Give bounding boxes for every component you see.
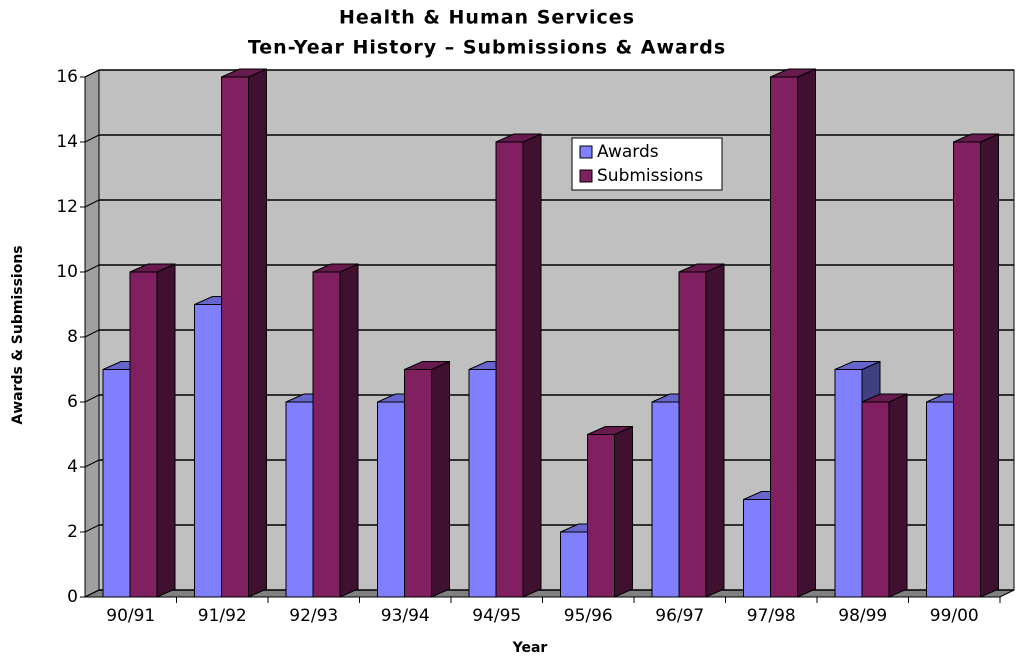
y-tick-label: 0 — [67, 587, 78, 607]
bar-front — [377, 401, 405, 598]
grid-line — [84, 524, 100, 533]
bar-front — [834, 369, 863, 598]
bar-side — [339, 263, 359, 598]
bar — [770, 68, 816, 598]
x-tick-label: 93/94 — [381, 606, 430, 626]
bar-side — [980, 133, 999, 598]
x-tick-label: 99/00 — [930, 606, 979, 626]
legend-box — [571, 137, 723, 191]
y-tick-label: 4 — [67, 457, 78, 477]
grid-line — [84, 264, 100, 273]
grid-line — [84, 589, 100, 598]
bar-front — [926, 401, 954, 598]
x-tick-label: 91/92 — [198, 606, 247, 626]
y-tick-label: 10 — [56, 262, 78, 282]
y-axis-title: Awards & Submissions — [10, 245, 26, 424]
bar-front — [102, 369, 131, 598]
bar-front — [495, 141, 524, 598]
bar-front — [953, 141, 981, 598]
legend: Awards Submissions — [571, 137, 723, 191]
bar-front — [861, 401, 890, 598]
grid-line — [84, 134, 100, 143]
y-tick-label: 16 — [56, 67, 78, 87]
bar-front — [743, 499, 771, 598]
bar — [312, 263, 359, 598]
grid-line — [84, 459, 100, 468]
y-tick-label: 12 — [56, 197, 78, 217]
x-tick-label: 98/99 — [838, 606, 887, 626]
bar-side — [431, 360, 450, 598]
grid-line — [84, 329, 100, 338]
chart-title: Health & Human Services — [339, 7, 635, 29]
bar-side — [248, 68, 267, 598]
bar-side — [614, 425, 633, 598]
bar-front — [312, 271, 341, 598]
y-tick-label: 2 — [67, 522, 78, 542]
bar — [587, 425, 633, 598]
y-tick-label: 8 — [67, 327, 78, 347]
bar — [953, 133, 999, 598]
bar-front — [404, 369, 432, 598]
y-tick-label: 14 — [56, 132, 78, 152]
legend-label: Awards — [597, 142, 659, 162]
bar — [221, 68, 267, 598]
bar-side — [797, 68, 816, 598]
bar-front — [560, 531, 588, 598]
bar-front — [770, 76, 798, 598]
bar-front — [221, 76, 249, 598]
bar-side — [888, 393, 908, 598]
x-tick-label: 92/93 — [289, 606, 338, 626]
bar — [495, 133, 542, 598]
grid-line — [84, 69, 100, 78]
x-tick-label: 96/97 — [655, 606, 704, 626]
chart-subtitle: Ten-Year History – Submissions & Awards — [248, 37, 726, 59]
x-tick-label: 90/91 — [106, 606, 155, 626]
grid-line — [84, 394, 100, 403]
bar-front — [129, 271, 158, 598]
bar-side — [522, 133, 542, 598]
bar-front — [285, 401, 314, 598]
y-tick-label: 6 — [67, 392, 78, 412]
bar — [404, 360, 450, 598]
bar — [129, 263, 176, 598]
bar — [861, 393, 908, 598]
legend-label: Submissions — [597, 166, 703, 186]
legend-swatch — [579, 169, 593, 183]
bar-front — [468, 369, 497, 598]
bar-side — [156, 263, 176, 598]
bar-front — [194, 304, 222, 598]
legend-swatch — [579, 145, 593, 159]
bar-side — [705, 263, 725, 598]
x-axis-title: Year — [512, 640, 548, 656]
bar-front — [587, 434, 615, 598]
bar-front — [678, 271, 707, 598]
x-tick-label: 94/95 — [472, 606, 521, 626]
bar-front — [651, 401, 680, 598]
x-tick-label: 95/96 — [564, 606, 613, 626]
x-tick-label: 97/98 — [747, 606, 796, 626]
bar — [678, 263, 725, 598]
grid-line — [84, 199, 100, 208]
